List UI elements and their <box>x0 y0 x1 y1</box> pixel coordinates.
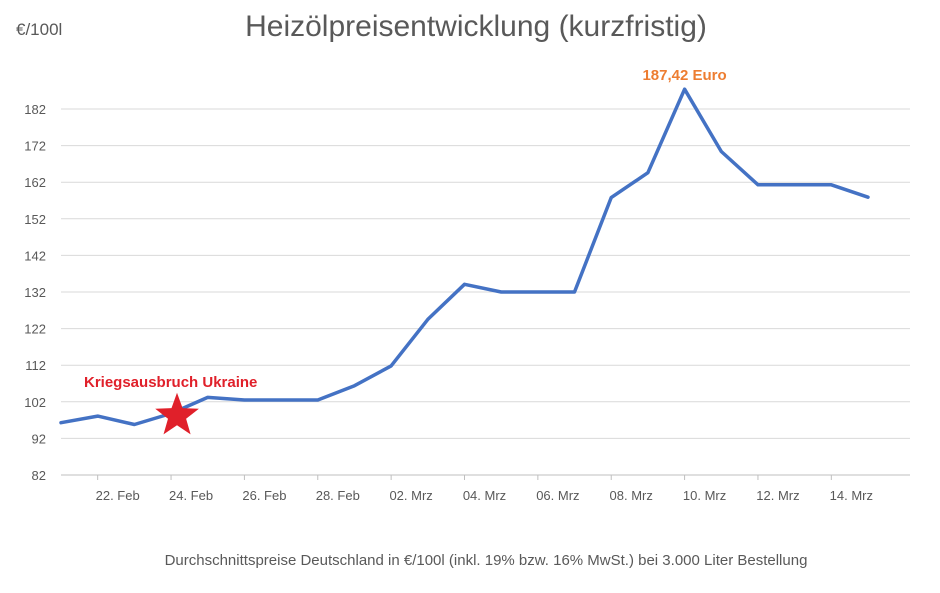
star-marker <box>155 392 199 435</box>
y-axis-unit-label: €/100l <box>16 20 63 39</box>
peak-annotation-label: 187,42 Euro <box>642 67 726 84</box>
gridlines <box>61 108 910 476</box>
x-tick-label: 14. Mrz <box>830 488 873 503</box>
y-tick-label: 182 <box>24 102 46 117</box>
x-tick-label: 04. Mrz <box>463 488 506 503</box>
y-tick-label: 162 <box>24 175 46 190</box>
x-tick-label: 12. Mrz <box>756 488 799 503</box>
y-tick-label: 142 <box>24 248 46 263</box>
x-tick-label: 24. Feb <box>169 488 213 503</box>
y-tick-label: 122 <box>24 322 46 337</box>
y-tick-label: 152 <box>24 212 46 227</box>
y-tick-label: 132 <box>24 285 46 300</box>
x-tick-label: 26. Feb <box>242 488 286 503</box>
annotation-label: Kriegsausbruch Ukraine <box>84 374 257 391</box>
chart-title: Heizölpreisentwicklung (kurzfristig) <box>245 10 707 43</box>
x-axis-ticks: 22. Feb 24. Feb 26. Feb 28. Feb 02. Mrz 04. M… <box>96 475 873 503</box>
x-tick-label: 28. Feb <box>316 488 360 503</box>
x-tick-label: 06. Mrz <box>536 488 579 503</box>
x-tick-label: 10. Mrz <box>683 488 726 503</box>
chart-footnote: Durchschnittspreise Deutschland in €/100… <box>164 552 808 569</box>
annotations-layer: 187,42 Euro Kriegsausbruch Ukraine <box>84 67 727 435</box>
series-layer <box>59 87 870 427</box>
y-tick-label: 82 <box>32 468 46 483</box>
y-tick-label: 92 <box>32 431 46 446</box>
y-axis-ticks: 82 92 102 112 122 132 142 152 162 172 182 <box>24 102 46 483</box>
y-tick-label: 112 <box>25 358 46 373</box>
y-tick-label: 172 <box>24 139 46 154</box>
x-tick-label: 22. Feb <box>96 488 140 503</box>
x-tick-label: 02. Mrz <box>389 488 432 503</box>
y-tick-label: 102 <box>24 395 46 410</box>
x-tick-label: 08. Mrz <box>610 488 653 503</box>
